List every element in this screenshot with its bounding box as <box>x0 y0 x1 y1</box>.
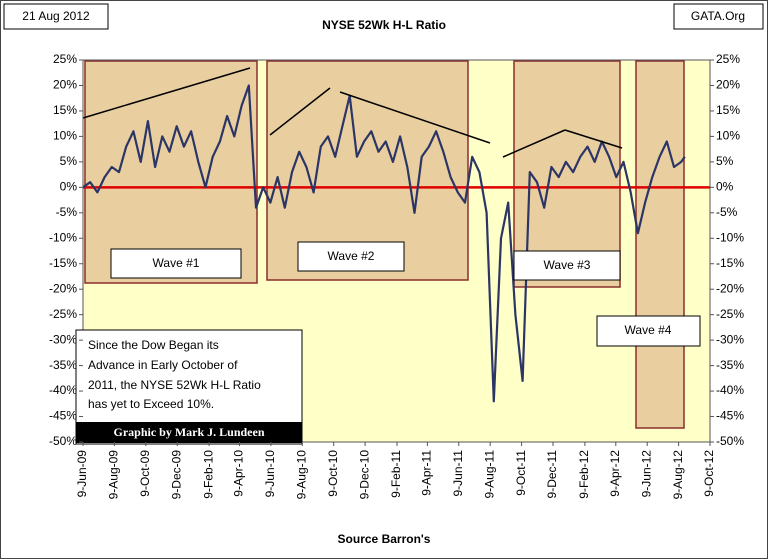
wave-label: Wave #1 <box>153 256 200 270</box>
wave-label: Wave #4 <box>625 323 672 337</box>
y2-tick-label: -10% <box>716 230 744 244</box>
note-text: Since the Dow Began its <box>88 338 219 352</box>
y-tick-label: -30% <box>49 332 77 346</box>
x-tick-label: 9-Jun-12 <box>639 450 653 498</box>
x-tick-label: 9-Dec-10 <box>357 450 371 500</box>
plot-border <box>82 59 711 443</box>
x-tick-label: 9-Dec-09 <box>169 450 183 500</box>
label-box <box>513 250 621 281</box>
trend-line <box>269 87 331 136</box>
y2-tick-label: 5% <box>716 154 734 168</box>
x-tick-label: 9-Oct-09 <box>138 450 152 497</box>
x-tick-label: 9-Apr-12 <box>608 450 622 497</box>
x-tick-label: 9-Jun-10 <box>263 450 277 498</box>
y2-tick-label: 0% <box>716 180 734 194</box>
y2-tick-label: -20% <box>716 281 744 295</box>
trend-line <box>502 129 566 158</box>
y2-tick-label: -40% <box>716 383 744 397</box>
x-tick-label: 9-Apr-11 <box>420 450 434 496</box>
y2-tick-label: -50% <box>716 434 744 448</box>
note-text: has yet to Exceed 10%. <box>88 397 214 411</box>
y2-tick-label: -35% <box>716 358 744 372</box>
trend-line <box>82 67 251 119</box>
label-box <box>596 315 701 347</box>
trend-line <box>564 129 623 149</box>
y2-tick-label: 10% <box>716 129 740 143</box>
x-tick-label: 9-Jun-09 <box>75 450 89 498</box>
x-tick-label: 9-Apr-10 <box>232 450 246 497</box>
x-tick-label: 9-Feb-12 <box>577 450 591 499</box>
note-text: Advance in Early October of <box>88 358 238 372</box>
x-tick-label: 9-Aug-09 <box>107 450 121 500</box>
y2-tick-label: -15% <box>716 256 744 270</box>
y-tick-label: -20% <box>49 281 77 295</box>
credit-bar <box>76 422 302 443</box>
wave-label: Wave #3 <box>544 258 591 272</box>
x-tick-label: 9-Aug-10 <box>294 450 308 500</box>
y-tick-label: -40% <box>49 383 77 397</box>
y-tick-label: 15% <box>53 103 77 117</box>
y-tick-label: -45% <box>49 409 77 423</box>
site: GATA.Org <box>691 9 745 23</box>
wave-label: Wave #2 <box>328 249 375 263</box>
x-tick-label: 9-Oct-10 <box>326 450 340 497</box>
data-line <box>82 84 686 403</box>
x-tick-label: 9-Feb-11 <box>389 450 403 498</box>
x-tick-label: 9-Feb-10 <box>201 450 215 499</box>
x-tick-label: 9-Aug-12 <box>671 450 685 500</box>
y2-tick-label: -30% <box>716 332 744 346</box>
y2-tick-label: -5% <box>716 205 738 219</box>
y-tick-label: -25% <box>49 307 77 321</box>
x-tick-label: 9-Jun-11 <box>451 450 465 497</box>
x-tick-label: 9-Aug-11 <box>482 450 496 499</box>
y2-tick-label: 25% <box>716 52 740 66</box>
y2-tick-label: 20% <box>716 78 740 92</box>
wave-box <box>84 60 258 284</box>
y-tick-label: -10% <box>49 230 77 244</box>
x-tick-label: 9-Oct-11 <box>514 450 528 496</box>
y-tick-label: 0% <box>60 180 78 194</box>
y2-tick-label: 15% <box>716 103 740 117</box>
x-tick-label: 9-Oct-12 <box>702 450 716 497</box>
site-box <box>673 3 764 30</box>
y-tick-label: 20% <box>53 78 77 92</box>
y-tick-label: -50% <box>49 434 77 448</box>
wave-box <box>635 60 685 429</box>
trend-line <box>339 91 491 144</box>
label-box <box>297 241 405 272</box>
chart-title: NYSE 52Wk H-L Ratio <box>322 18 446 32</box>
y2-tick-label: -45% <box>716 409 744 423</box>
y-tick-label: 10% <box>53 129 77 143</box>
y-tick-label: -15% <box>49 256 77 270</box>
date: 21 Aug 2012 <box>22 9 90 23</box>
y-tick-label: -35% <box>49 358 77 372</box>
y-tick-label: 25% <box>53 52 77 66</box>
date-box <box>3 3 109 30</box>
x-tick-label: 9-Dec-11 <box>545 450 559 499</box>
credit: Graphic by Mark J. Lundeen <box>113 425 264 439</box>
y2-tick-label: -25% <box>716 307 744 321</box>
trend-lines <box>82 67 623 158</box>
y-tick-label: -5% <box>56 205 78 219</box>
label-box <box>110 248 242 279</box>
x-axis-label: Source Barron's <box>338 532 431 546</box>
note-text: 2011, the NYSE 52Wk H-L Ratio <box>88 378 261 392</box>
y-tick-label: 5% <box>60 154 78 168</box>
